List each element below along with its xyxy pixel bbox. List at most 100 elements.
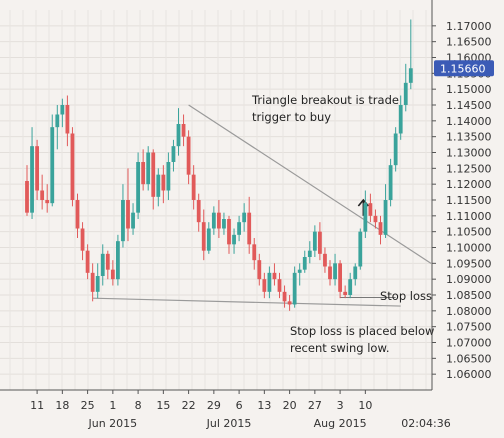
candle bbox=[191, 165, 196, 210]
price-tick-label: 1.15000 bbox=[446, 83, 492, 96]
price-tick-label: 1.11000 bbox=[446, 210, 492, 223]
candle-body bbox=[393, 133, 398, 166]
month-tick-label: Jul 2015 bbox=[206, 417, 252, 430]
candle-body bbox=[262, 279, 267, 292]
candle bbox=[353, 263, 358, 286]
candle bbox=[100, 244, 105, 286]
price-tick-label: 1.07500 bbox=[446, 321, 492, 334]
candle-body bbox=[368, 203, 373, 216]
candle-body bbox=[373, 215, 378, 223]
candle-body bbox=[297, 269, 302, 273]
candle-body bbox=[126, 200, 130, 229]
candle bbox=[232, 228, 236, 254]
candle-body bbox=[358, 231, 363, 267]
candle-body bbox=[277, 279, 282, 292]
price-tick-label: 1.14500 bbox=[446, 99, 492, 112]
candle bbox=[287, 295, 292, 311]
candle-body bbox=[338, 263, 342, 292]
day-tick-label: 1 bbox=[109, 399, 116, 412]
candle bbox=[363, 190, 368, 238]
candle-body bbox=[131, 212, 135, 229]
candle-body bbox=[121, 200, 125, 242]
candle bbox=[75, 193, 80, 238]
candle bbox=[95, 263, 100, 299]
candle-body bbox=[217, 212, 221, 229]
candle-body bbox=[186, 136, 191, 175]
stop-note-line-1: Stop loss is placed below bbox=[290, 324, 434, 338]
day-tick-label: 8 bbox=[135, 399, 142, 412]
candle-body bbox=[171, 146, 176, 162]
candle bbox=[328, 260, 332, 286]
candle-body bbox=[292, 272, 297, 305]
candle bbox=[318, 222, 322, 261]
candle bbox=[403, 63, 408, 112]
day-tick-label: 3 bbox=[337, 399, 344, 412]
price-tick-label: 1.06000 bbox=[446, 368, 492, 381]
candle-body bbox=[206, 228, 211, 251]
candle bbox=[408, 19, 413, 90]
candle bbox=[25, 165, 29, 216]
candle bbox=[383, 184, 388, 238]
candle-body bbox=[247, 212, 252, 245]
candle bbox=[45, 184, 50, 213]
price-tick-label: 1.09500 bbox=[446, 257, 492, 270]
candle bbox=[252, 238, 257, 270]
candle bbox=[227, 215, 231, 254]
candle-body bbox=[398, 105, 403, 134]
candle bbox=[398, 95, 403, 140]
candle-body bbox=[65, 105, 70, 134]
candle-body bbox=[166, 162, 171, 191]
price-tick-label: 1.16500 bbox=[446, 36, 492, 49]
candle-body bbox=[201, 222, 206, 251]
day-tick-label: 29 bbox=[207, 399, 221, 412]
candle-body bbox=[25, 181, 29, 213]
candle-body bbox=[136, 162, 140, 213]
candle-body bbox=[151, 152, 156, 197]
candle bbox=[156, 168, 161, 207]
candle-body bbox=[90, 272, 95, 292]
candle-body bbox=[267, 272, 272, 292]
candle bbox=[146, 146, 151, 191]
candle-body bbox=[80, 228, 85, 251]
candle-body bbox=[60, 105, 65, 115]
breakout-annotation-line-2: trigger to buy bbox=[252, 110, 331, 124]
candle-body bbox=[383, 200, 388, 235]
candle bbox=[50, 114, 55, 207]
candle-body bbox=[35, 146, 39, 191]
price-tick-label: 1.06500 bbox=[446, 352, 492, 365]
candle bbox=[131, 203, 135, 235]
candle bbox=[211, 206, 216, 235]
candle bbox=[272, 263, 277, 286]
candle bbox=[378, 215, 383, 245]
price-tick-label: 1.14000 bbox=[446, 115, 492, 128]
candle bbox=[136, 152, 140, 219]
candle-body bbox=[196, 200, 201, 223]
candle-body bbox=[232, 234, 236, 245]
candle-body bbox=[353, 266, 358, 280]
day-tick-label: 15 bbox=[156, 399, 170, 412]
candle bbox=[267, 266, 272, 299]
time-readout: 02:04:36 bbox=[401, 417, 450, 430]
price-tick-label: 1.10500 bbox=[446, 226, 492, 239]
candle bbox=[297, 263, 302, 286]
candle-body bbox=[75, 200, 80, 229]
price-tick-label: 1.13500 bbox=[446, 131, 492, 144]
price-tick-label: 1.12000 bbox=[446, 178, 492, 191]
price-tick-label: 1.09000 bbox=[446, 273, 492, 286]
candle-body bbox=[237, 222, 241, 235]
candle bbox=[110, 260, 115, 286]
candle bbox=[323, 247, 327, 273]
day-tick-label: 18 bbox=[55, 399, 69, 412]
candle bbox=[166, 152, 171, 200]
candle-body bbox=[323, 253, 327, 267]
candle bbox=[116, 234, 120, 286]
candle-body bbox=[222, 219, 226, 229]
candle-body bbox=[146, 152, 151, 185]
candle bbox=[292, 266, 297, 308]
candle bbox=[242, 203, 247, 232]
candle bbox=[348, 272, 353, 299]
candle-body bbox=[70, 133, 75, 200]
candle-body bbox=[100, 253, 105, 276]
candle-body bbox=[116, 241, 120, 280]
